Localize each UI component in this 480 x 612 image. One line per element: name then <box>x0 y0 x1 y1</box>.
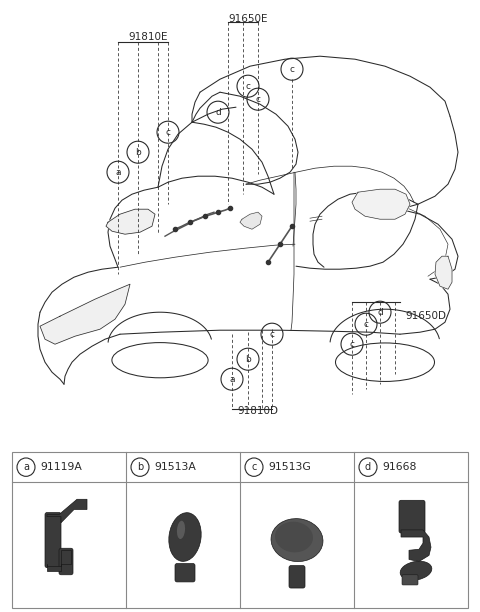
Ellipse shape <box>177 521 185 539</box>
Text: 91650D: 91650D <box>405 311 446 321</box>
Text: 91668: 91668 <box>382 462 416 472</box>
Text: c: c <box>349 340 355 349</box>
FancyBboxPatch shape <box>289 565 305 588</box>
Text: b: b <box>137 462 143 472</box>
Text: c: c <box>252 462 257 472</box>
Text: a: a <box>23 462 29 472</box>
Text: 91119A: 91119A <box>40 462 82 472</box>
Polygon shape <box>40 284 130 344</box>
Text: 91513G: 91513G <box>268 462 311 472</box>
Text: a: a <box>229 375 235 384</box>
Bar <box>12 452 468 608</box>
Text: c: c <box>363 319 369 329</box>
Ellipse shape <box>400 561 432 580</box>
Polygon shape <box>401 530 431 562</box>
Polygon shape <box>106 209 155 234</box>
Polygon shape <box>435 256 452 289</box>
Text: d: d <box>215 108 221 117</box>
Polygon shape <box>47 499 87 523</box>
Text: c: c <box>289 65 295 73</box>
FancyBboxPatch shape <box>45 513 61 568</box>
Text: 91513A: 91513A <box>154 462 196 472</box>
Polygon shape <box>240 212 262 230</box>
Text: d: d <box>377 308 383 316</box>
Ellipse shape <box>275 521 313 553</box>
Text: c: c <box>269 330 275 338</box>
Polygon shape <box>352 189 410 219</box>
FancyBboxPatch shape <box>399 501 425 533</box>
Text: c: c <box>166 128 170 136</box>
Ellipse shape <box>169 513 201 561</box>
FancyBboxPatch shape <box>59 548 73 575</box>
Text: c: c <box>255 95 261 103</box>
FancyBboxPatch shape <box>402 575 418 585</box>
Ellipse shape <box>271 518 323 562</box>
FancyBboxPatch shape <box>175 564 195 582</box>
Text: b: b <box>245 355 251 364</box>
Text: 91650E: 91650E <box>228 14 268 24</box>
Polygon shape <box>47 550 71 570</box>
Text: c: c <box>245 81 251 91</box>
Text: 91810D: 91810D <box>238 406 278 416</box>
Text: 91810E: 91810E <box>128 32 168 42</box>
Text: a: a <box>115 168 121 177</box>
Text: d: d <box>365 462 371 472</box>
Text: b: b <box>135 147 141 157</box>
